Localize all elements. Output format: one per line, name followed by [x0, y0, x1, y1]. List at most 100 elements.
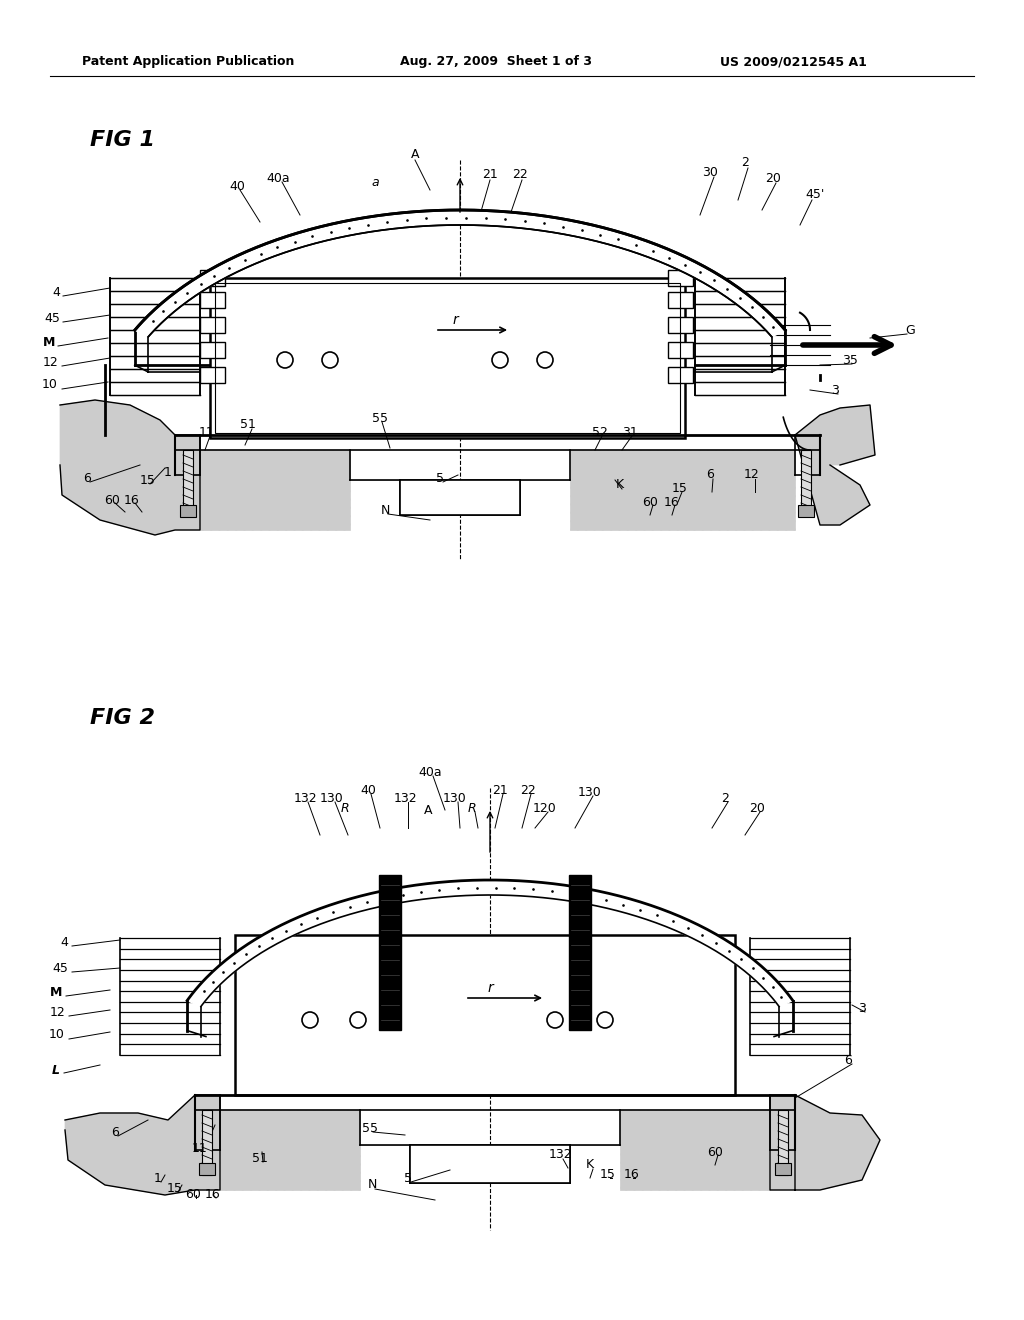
Text: FIG 1: FIG 1 [90, 129, 155, 150]
Bar [200, 342, 225, 358]
Text: M: M [49, 986, 62, 998]
Text: L: L [52, 1064, 60, 1077]
Circle shape [597, 1012, 613, 1028]
Polygon shape [135, 210, 785, 337]
Text: K: K [616, 479, 624, 491]
Bar [778, 1110, 788, 1175]
Text: Aug. 27, 2009  Sheet 1 of 3: Aug. 27, 2009 Sheet 1 of 3 [400, 55, 592, 69]
Text: 60: 60 [642, 495, 658, 508]
Bar [801, 450, 811, 515]
Text: 6: 6 [83, 471, 91, 484]
Text: 4: 4 [60, 936, 68, 949]
Text: 12: 12 [42, 355, 58, 368]
Text: 40a: 40a [418, 766, 441, 779]
Text: 4: 4 [52, 285, 60, 298]
Text: 60: 60 [707, 1146, 723, 1159]
Text: 6: 6 [844, 1053, 852, 1067]
Bar [410, 1144, 570, 1183]
Text: 2: 2 [741, 157, 749, 169]
Text: 10: 10 [49, 1028, 65, 1041]
Bar [200, 367, 225, 383]
Text: 55: 55 [372, 412, 388, 425]
Text: 16: 16 [665, 495, 680, 508]
Text: 132: 132 [548, 1148, 571, 1162]
Text: 6: 6 [111, 1126, 119, 1138]
Bar [668, 271, 693, 286]
Circle shape [492, 352, 508, 368]
Text: r: r [487, 981, 493, 995]
Text: 60: 60 [185, 1188, 201, 1201]
Circle shape [537, 352, 553, 368]
Text: 45: 45 [52, 961, 68, 974]
Text: 20: 20 [765, 172, 781, 185]
Bar [120, 939, 220, 1055]
Text: 5: 5 [404, 1172, 412, 1184]
Text: A: A [411, 149, 419, 161]
Circle shape [547, 1012, 563, 1028]
Bar [234, 935, 735, 1096]
Text: 15: 15 [167, 1181, 183, 1195]
Text: 51: 51 [252, 1151, 268, 1164]
Bar [200, 317, 225, 333]
Text: 35: 35 [842, 354, 858, 367]
Text: 11: 11 [193, 1142, 208, 1155]
Bar [210, 279, 685, 438]
Text: 40a: 40a [266, 172, 290, 185]
Text: US 2009/0212545 A1: US 2009/0212545 A1 [720, 55, 867, 69]
Text: N: N [368, 1179, 377, 1192]
Polygon shape [187, 880, 793, 1007]
Text: 22: 22 [520, 784, 536, 796]
Bar [798, 506, 814, 517]
Bar [379, 875, 401, 1030]
Circle shape [278, 352, 293, 368]
Text: 15: 15 [140, 474, 156, 487]
Text: 130: 130 [579, 785, 602, 799]
Polygon shape [65, 1096, 220, 1195]
Text: 10: 10 [42, 379, 58, 392]
Bar [183, 450, 193, 515]
Bar [202, 1110, 212, 1175]
Bar [569, 875, 591, 1030]
Text: 132: 132 [293, 792, 316, 804]
Circle shape [350, 1012, 366, 1028]
Text: 130: 130 [321, 792, 344, 804]
Text: 12: 12 [744, 469, 760, 482]
Bar [668, 292, 693, 308]
Text: 5: 5 [436, 471, 444, 484]
Text: 3: 3 [831, 384, 839, 396]
Text: 15: 15 [600, 1168, 616, 1181]
Text: M: M [43, 335, 55, 348]
Text: 52: 52 [592, 425, 608, 438]
Text: 3: 3 [858, 1002, 866, 1015]
Text: 12: 12 [49, 1006, 65, 1019]
Bar [200, 292, 225, 308]
Bar [199, 1163, 215, 1175]
Text: G: G [905, 323, 914, 337]
Polygon shape [220, 1110, 770, 1191]
Text: N: N [380, 503, 390, 516]
Text: 30: 30 [702, 165, 718, 178]
Bar [668, 317, 693, 333]
Text: A: A [424, 804, 432, 817]
Text: 6: 6 [707, 469, 714, 482]
Text: 55: 55 [362, 1122, 378, 1134]
Bar [750, 939, 850, 1055]
Text: 40: 40 [229, 180, 245, 193]
Bar [180, 506, 196, 517]
Polygon shape [200, 450, 795, 531]
Polygon shape [795, 405, 874, 525]
Text: 2: 2 [721, 792, 729, 804]
Text: 16: 16 [205, 1188, 221, 1201]
Text: K: K [586, 1159, 594, 1172]
Bar [410, 1144, 570, 1183]
Circle shape [302, 1012, 318, 1028]
Polygon shape [770, 1096, 880, 1191]
Text: 1: 1 [164, 466, 172, 479]
Text: 16: 16 [624, 1168, 640, 1181]
Text: 16: 16 [124, 494, 140, 507]
Bar [695, 279, 785, 395]
Text: 22: 22 [512, 169, 528, 181]
Bar [215, 282, 680, 433]
Text: 45: 45 [44, 312, 60, 325]
Bar [668, 367, 693, 383]
